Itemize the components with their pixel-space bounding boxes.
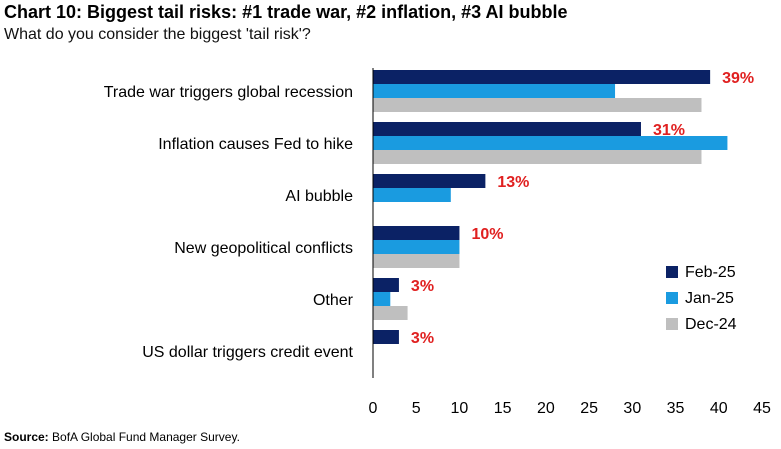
x-tick-label: 40 [710, 400, 728, 417]
legend-label: Jan-25 [685, 290, 734, 307]
bar-feb-25-1 [373, 70, 711, 84]
source-note: Source: BofA Global Fund Manager Survey. [4, 430, 240, 444]
chart-title: Chart 10: Biggest tail risks: #1 trade w… [4, 2, 568, 22]
x-tick-label: 20 [537, 400, 555, 417]
bar-jan-25-5 [373, 292, 391, 306]
bar-dec-24-2 [373, 150, 702, 164]
bar-dec-24-1 [373, 98, 702, 112]
x-tick-label: 0 [369, 400, 378, 417]
data-label: 39% [722, 70, 754, 87]
x-tick-label: 15 [494, 400, 512, 417]
data-label: 13% [497, 174, 529, 191]
x-tick-label: 25 [580, 400, 598, 417]
x-tick-label: 30 [623, 400, 641, 417]
legend-swatch-feb-25 [666, 266, 678, 278]
bar-feb-25-3 [373, 174, 486, 188]
x-tick-label: 35 [667, 400, 685, 417]
data-label: 10% [471, 226, 503, 243]
legend-label: Feb-25 [685, 264, 736, 281]
bar-feb-25-6 [373, 330, 399, 344]
data-label: 3% [411, 330, 434, 347]
chart-subtitle: What do you consider the biggest 'tail r… [4, 26, 311, 43]
category-label: Trade war triggers global recession [104, 84, 353, 101]
legend-swatch-jan-25 [666, 292, 678, 304]
category-label: New geopolitical conflicts [174, 240, 353, 257]
bar-dec-24-5 [373, 306, 408, 320]
bar-jan-25-1 [373, 84, 616, 98]
bar-feb-25-4 [373, 226, 460, 240]
bar-feb-25-5 [373, 278, 399, 292]
bar-jan-25-2 [373, 136, 728, 150]
category-label: Inflation causes Fed to hike [158, 136, 353, 153]
bar-feb-25-2 [373, 122, 641, 136]
data-label: 3% [411, 278, 434, 295]
source-text: BofA Global Fund Manager Survey. [48, 430, 240, 444]
legend-label: Dec-24 [685, 316, 737, 333]
bar-jan-25-3 [373, 188, 451, 202]
x-tick-label: 10 [451, 400, 469, 417]
category-label: US dollar triggers credit event [142, 344, 353, 361]
data-label: 31% [653, 122, 685, 139]
category-label: Other [313, 292, 354, 309]
x-tick-label: 45 [753, 400, 771, 417]
legend-swatch-dec-24 [666, 318, 678, 330]
bar-jan-25-4 [373, 240, 460, 254]
category-label: AI bubble [285, 188, 353, 205]
bar-dec-24-4 [373, 254, 460, 268]
source-label: Source: [4, 430, 49, 444]
x-tick-label: 5 [412, 400, 421, 417]
